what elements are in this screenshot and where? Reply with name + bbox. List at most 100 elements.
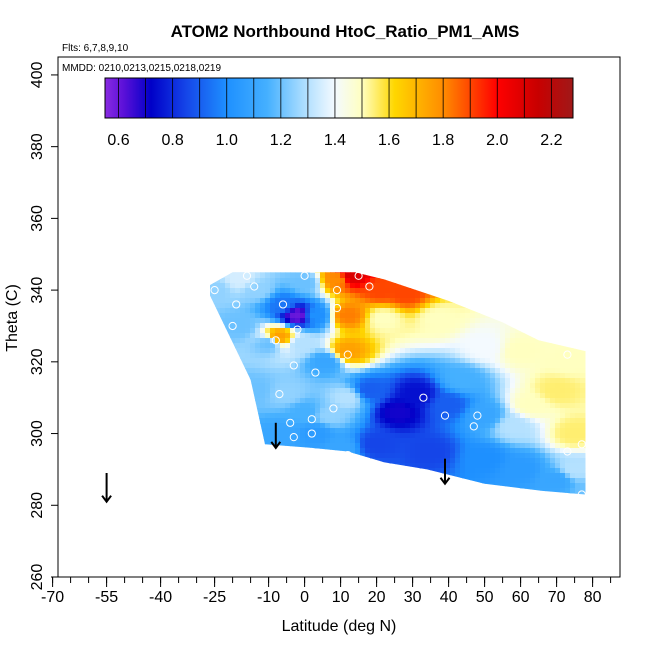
heatmap-cell bbox=[220, 443, 226, 449]
heatmap-cell bbox=[255, 288, 261, 294]
heatmap-cell bbox=[370, 318, 376, 324]
heatmap-cell bbox=[570, 378, 576, 384]
heatmap-cell bbox=[515, 313, 521, 319]
heatmap-cell bbox=[485, 383, 491, 389]
heatmap-cell bbox=[465, 288, 471, 294]
heatmap-cell bbox=[320, 298, 326, 304]
heatmap-cell bbox=[380, 298, 386, 304]
heatmap-cell bbox=[220, 488, 226, 494]
heatmap-cell bbox=[260, 343, 266, 349]
heatmap-cell bbox=[240, 453, 246, 459]
heatmap-cell bbox=[280, 418, 286, 424]
y-tick-label: 280 bbox=[29, 492, 46, 519]
heatmap-cell bbox=[235, 348, 241, 354]
heatmap-cell bbox=[570, 328, 576, 334]
heatmap-cell bbox=[290, 413, 296, 419]
heatmap-cell bbox=[225, 378, 231, 384]
heatmap-cell bbox=[450, 353, 456, 359]
heatmap-cell bbox=[410, 483, 416, 489]
heatmap-cell bbox=[280, 272, 286, 274]
heatmap-cell bbox=[490, 368, 496, 374]
heatmap-cell bbox=[455, 343, 461, 349]
heatmap-cell bbox=[310, 323, 316, 329]
heatmap-cell bbox=[230, 403, 236, 409]
heatmap-cell bbox=[365, 413, 371, 419]
heatmap-cell bbox=[235, 338, 241, 344]
heatmap-cell bbox=[495, 373, 501, 379]
heatmap-cell bbox=[395, 458, 401, 464]
heatmap-cell bbox=[545, 383, 551, 389]
heatmap-cell bbox=[335, 318, 341, 324]
heatmap-cell bbox=[430, 338, 436, 344]
heatmap-cell bbox=[230, 313, 236, 319]
heatmap-cell bbox=[460, 328, 466, 334]
heatmap-cell bbox=[435, 373, 441, 379]
heatmap-cell bbox=[470, 272, 476, 274]
heatmap-cell bbox=[310, 263, 316, 269]
heatmap-cell bbox=[340, 388, 346, 394]
heatmap-cell bbox=[530, 403, 536, 409]
heatmap-cell bbox=[235, 313, 241, 319]
heatmap-cell bbox=[340, 338, 346, 344]
heatmap-cell bbox=[270, 398, 276, 404]
heatmap-cell bbox=[355, 438, 361, 444]
heatmap-cell bbox=[240, 388, 246, 394]
heatmap-cell bbox=[550, 348, 556, 354]
heatmap-cell bbox=[530, 458, 536, 464]
heatmap-cell bbox=[570, 463, 576, 469]
heatmap-cell bbox=[390, 493, 396, 495]
heatmap-cell bbox=[530, 358, 536, 364]
heatmap-cell bbox=[595, 328, 601, 334]
heatmap-cell bbox=[225, 353, 231, 359]
heatmap-cell bbox=[345, 438, 351, 444]
heatmap-cell bbox=[250, 293, 256, 299]
heatmap-cell bbox=[235, 318, 241, 324]
heatmap-cell bbox=[465, 488, 471, 494]
heatmap-cell bbox=[305, 403, 311, 409]
heatmap-cell bbox=[440, 278, 446, 284]
heatmap-cell bbox=[550, 258, 556, 264]
heatmap-cell bbox=[480, 433, 486, 439]
heatmap-cell bbox=[555, 278, 561, 284]
heatmap-cell bbox=[380, 413, 386, 419]
heatmap-cell bbox=[270, 423, 276, 429]
heatmap-cell bbox=[320, 273, 326, 279]
heatmap-cell bbox=[435, 433, 441, 439]
heatmap-cell bbox=[295, 303, 301, 309]
heatmap-cell bbox=[480, 408, 486, 414]
heatmap-cell bbox=[365, 318, 371, 324]
heatmap-cell bbox=[395, 443, 401, 449]
heatmap-cell bbox=[265, 343, 271, 349]
heatmap-cell bbox=[475, 463, 481, 469]
y-tick-label: 300 bbox=[29, 420, 46, 447]
heatmap-cell bbox=[215, 468, 221, 474]
heatmap-cell bbox=[245, 263, 251, 269]
heatmap-cell bbox=[360, 393, 366, 399]
heatmap-cell bbox=[220, 433, 226, 439]
heatmap-cell bbox=[330, 303, 336, 309]
colorbar-tick-label: 1.8 bbox=[432, 132, 454, 149]
heatmap-cell bbox=[435, 483, 441, 489]
heatmap-cell bbox=[555, 488, 561, 494]
heatmap-cell bbox=[250, 423, 256, 429]
heatmap-cell bbox=[215, 373, 221, 379]
heatmap-cell bbox=[335, 348, 341, 354]
heatmap-cell bbox=[465, 448, 471, 454]
heatmap-cell bbox=[550, 313, 556, 319]
heatmap-cell bbox=[520, 438, 526, 444]
heatmap-cell bbox=[550, 388, 556, 394]
heatmap-cell bbox=[370, 308, 376, 314]
heatmap-cell bbox=[465, 398, 471, 404]
heatmap-cell bbox=[360, 448, 366, 454]
heatmap-cell bbox=[540, 453, 546, 459]
heatmap-cell bbox=[575, 318, 581, 324]
heatmap-cell bbox=[305, 388, 311, 394]
heatmap-cell bbox=[540, 368, 546, 374]
heatmap-cell bbox=[285, 493, 291, 495]
heatmap-cell bbox=[210, 283, 216, 289]
heatmap-cell bbox=[500, 308, 506, 314]
heatmap-cell bbox=[485, 348, 491, 354]
heatmap-cell bbox=[565, 293, 571, 299]
heatmap-cell bbox=[520, 443, 526, 449]
heatmap-cell bbox=[455, 363, 461, 369]
